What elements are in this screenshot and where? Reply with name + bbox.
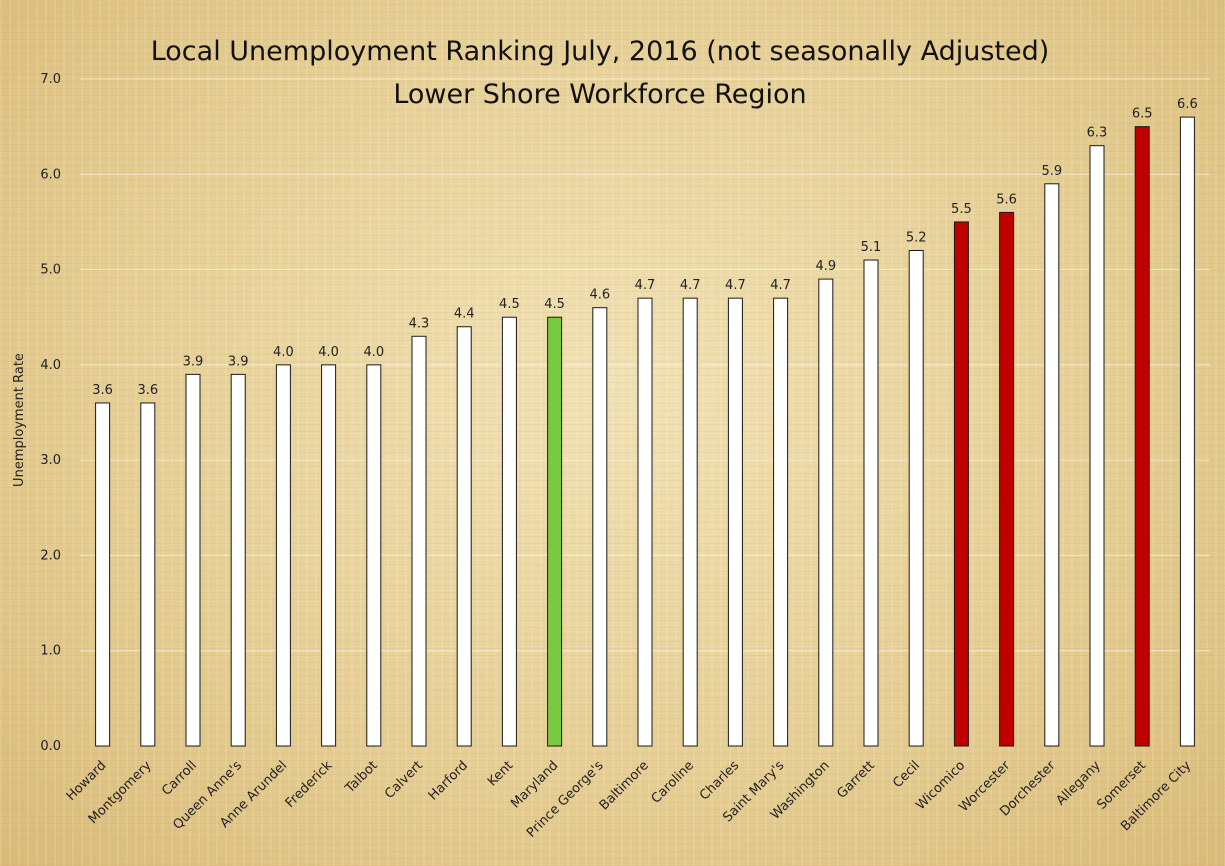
category-label: Carroll — [159, 758, 200, 799]
bar — [592, 307, 608, 747]
bar — [999, 211, 1015, 747]
bars — [95, 116, 1195, 747]
category-label: Baltimore — [597, 758, 652, 813]
bar — [185, 373, 201, 747]
data-label: 4.7 — [770, 278, 791, 293]
data-label: 4.9 — [815, 259, 836, 274]
bar — [727, 297, 743, 747]
data-label: 4.4 — [454, 307, 475, 322]
bar — [547, 316, 563, 747]
bar — [1089, 145, 1105, 747]
bar — [682, 297, 698, 747]
category-label: Howard — [64, 758, 110, 804]
bar — [1179, 116, 1195, 747]
data-label: 3.9 — [228, 354, 249, 369]
data-label: 4.5 — [499, 297, 520, 312]
category-label: Kent — [485, 758, 516, 789]
bar — [456, 326, 472, 747]
y-tick-label: 6.0 — [40, 167, 61, 182]
data-labels: 3.6 3.6 3.9 3.9 4.0 4.0 4.0 4.3 4.4 4.5 4.5 4.6 4.7 4… — [92, 97, 1197, 398]
bar — [1134, 126, 1150, 747]
data-label: 6.5 — [1132, 107, 1153, 122]
data-label: 4.0 — [273, 345, 294, 360]
bar — [366, 364, 382, 747]
category-label: Calvert — [382, 758, 426, 802]
chart-title: Local Unemployment Ranking July, 2016 (n… — [151, 36, 1050, 67]
bar — [140, 402, 156, 747]
bar — [230, 373, 246, 747]
bar — [818, 278, 834, 747]
category-label: Harford — [426, 758, 471, 803]
data-label: 4.7 — [725, 278, 746, 293]
bar — [95, 402, 111, 747]
y-tick-label: 1.0 — [40, 644, 61, 659]
y-tick-label: 0.0 — [40, 739, 61, 754]
y-tick-label: 4.0 — [40, 358, 61, 373]
data-label: 4.5 — [544, 297, 565, 312]
data-label: 4.6 — [589, 288, 610, 303]
data-label: 4.7 — [635, 278, 656, 293]
data-label: 5.2 — [906, 231, 927, 246]
y-tick-label: 7.0 — [40, 72, 61, 87]
bar — [637, 297, 653, 747]
data-label: 3.6 — [137, 383, 158, 398]
category-label: Prince George's — [524, 758, 607, 841]
y-axis-label: Unemployment Rate — [12, 353, 27, 487]
category-label: Talbot — [342, 758, 381, 797]
bar — [321, 364, 337, 747]
bar — [773, 297, 789, 747]
data-label: 6.6 — [1177, 97, 1198, 112]
bar — [275, 364, 291, 747]
y-tick-label: 3.0 — [40, 453, 61, 468]
bar — [953, 221, 969, 747]
data-label: 4.7 — [680, 278, 701, 293]
bar — [501, 316, 517, 747]
data-label: 5.1 — [861, 240, 882, 255]
y-tick-label: 5.0 — [40, 263, 61, 278]
category-label: Caroline — [649, 758, 697, 806]
y-tick-label: 2.0 — [40, 548, 61, 563]
category-label: Garrett — [834, 758, 877, 801]
data-label: 4.0 — [363, 345, 384, 360]
category-label: Frederick — [283, 758, 336, 811]
data-label: 5.5 — [951, 202, 972, 217]
category-label: Charles — [697, 758, 742, 803]
bar — [411, 335, 427, 747]
chart-subtitle: Lower Shore Workforce Region — [393, 79, 806, 110]
bar — [908, 250, 924, 747]
data-label: 4.0 — [318, 345, 339, 360]
data-label: 5.6 — [996, 192, 1017, 207]
data-label: 3.9 — [183, 354, 204, 369]
data-label: 6.3 — [1087, 126, 1108, 141]
data-label: 3.6 — [92, 383, 113, 398]
category-label: Cecil — [890, 758, 923, 791]
data-label: 5.9 — [1041, 164, 1062, 179]
bar — [863, 259, 879, 747]
y-axis-ticks: 0.0 1.0 2.0 3.0 4.0 5.0 6.0 7.0 — [40, 72, 61, 754]
bar — [1044, 183, 1060, 747]
data-label: 4.3 — [409, 316, 430, 331]
